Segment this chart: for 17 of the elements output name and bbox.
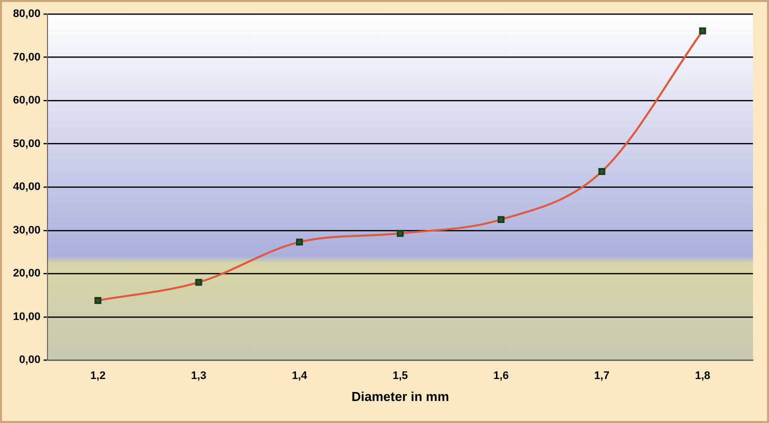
y-tick-label: 60,00: [12, 94, 41, 107]
x-tick-label: 1,2: [90, 370, 106, 382]
y-tick-label: 30,00: [12, 224, 41, 236]
x-axis-title: Diameter in mm: [351, 388, 450, 404]
x-tick-label: 1,7: [594, 370, 610, 382]
y-tick-label: 40,00: [12, 181, 41, 194]
y-tick-label: 80,00: [12, 8, 41, 20]
y-tick-label: 50,00: [12, 138, 41, 150]
y-tick-label: 20,00: [12, 268, 41, 280]
x-tick-label: 1,6: [493, 370, 509, 382]
y-tick-label: 0,00: [19, 354, 41, 366]
y-tick-label: 70,00: [12, 51, 41, 64]
x-tick-label: 1,8: [694, 370, 710, 382]
x-tick-label: 1,3: [191, 370, 206, 382]
x-tick-label: 1,5: [392, 370, 408, 382]
x-tick-label: 1,4: [292, 370, 308, 382]
y-tick-label: 10,00: [12, 310, 41, 323]
